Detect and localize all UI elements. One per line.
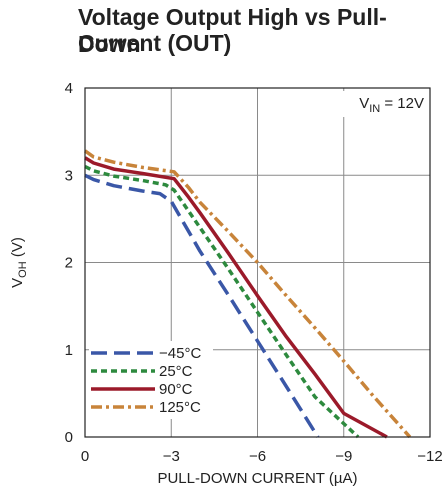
tick-labels: 0 −3 −6 −9 −12 0 1 2 3 4: [65, 80, 443, 465]
y-tick-label: 2: [65, 255, 73, 272]
y-axis-label-rest: (V): [9, 237, 26, 261]
series-line-3: [83, 149, 412, 439]
y-axis-label-sub: OH: [17, 261, 29, 278]
y-tick-label: 1: [65, 342, 73, 359]
vin-annotation: VIN = 12V: [359, 95, 424, 115]
y-tick-label: 4: [65, 80, 73, 97]
plot-frame: [84, 87, 431, 438]
x-axis-label: PULL-DOWN CURRENT (µA): [157, 470, 357, 487]
legend-label-3: 125°C: [159, 399, 201, 416]
chart-title-line-1: Voltage Output High vs Pull-Down: [78, 4, 387, 57]
x-tick-label: −12: [417, 448, 442, 465]
series-lines: [83, 149, 412, 439]
chart-title-line-2: Current (OUT): [78, 30, 232, 56]
y-axis-label: VOH (V): [9, 237, 29, 288]
x-tick-label: −9: [335, 448, 352, 465]
x-tick-label: −3: [163, 448, 180, 465]
series-line-1: [84, 164, 360, 439]
y-tick-label: 3: [65, 167, 73, 184]
vin-annotation-sub: IN: [369, 103, 380, 115]
x-tick-label: 0: [81, 448, 89, 465]
vin-annotation-rest: = 12V: [380, 95, 424, 112]
vin-annotation-main: V: [359, 95, 369, 112]
x-tick-label: −6: [249, 448, 266, 465]
y-tick-label: 0: [65, 429, 73, 446]
annotation-background: [335, 91, 428, 117]
legend-label-1: 25°C: [159, 363, 193, 380]
legend-label-2: 90°C: [159, 381, 193, 398]
y-axis-label-main: V: [9, 278, 26, 288]
legend-label-0: −45°C: [159, 345, 201, 362]
series-line-2: [84, 156, 388, 439]
series-line-0: [84, 173, 320, 438]
